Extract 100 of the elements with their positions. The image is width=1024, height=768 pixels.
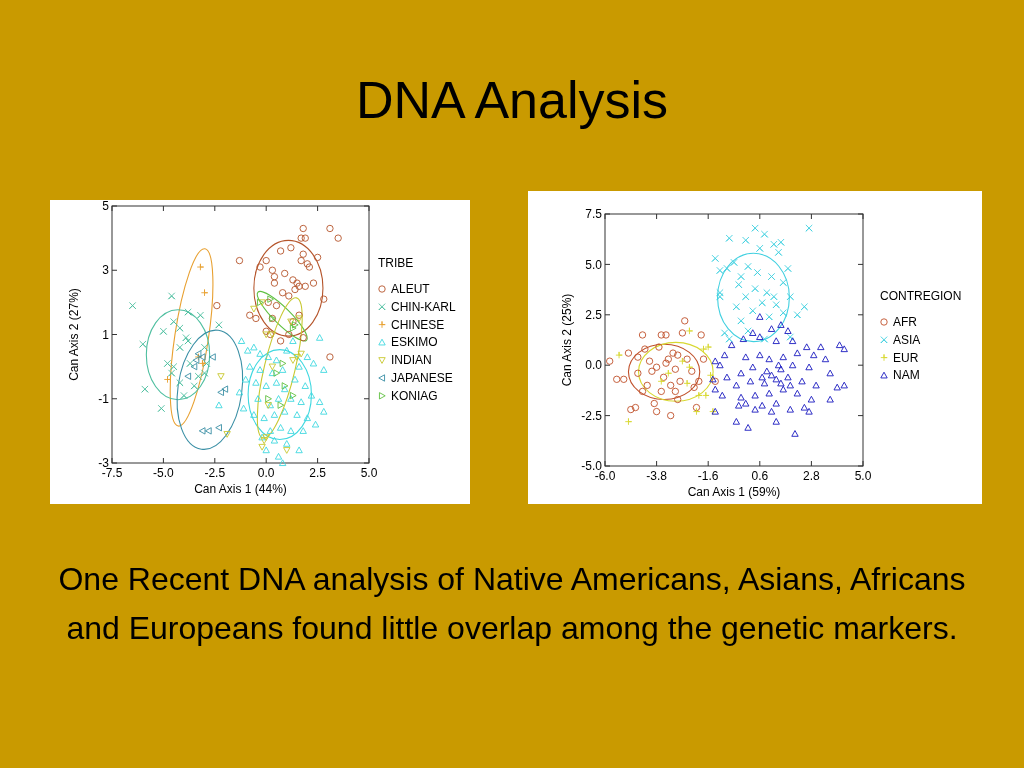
point xyxy=(320,295,328,303)
point xyxy=(742,293,750,301)
point xyxy=(316,398,324,405)
point xyxy=(767,272,776,281)
point xyxy=(685,363,694,371)
point xyxy=(606,357,614,365)
point xyxy=(763,288,771,297)
point xyxy=(289,391,297,400)
point xyxy=(291,285,299,294)
point xyxy=(615,351,623,359)
point xyxy=(295,446,303,454)
point xyxy=(720,329,729,337)
point xyxy=(657,387,665,396)
point xyxy=(674,351,682,359)
point xyxy=(157,404,165,413)
point xyxy=(624,349,633,357)
x-tick-label: 2.8 xyxy=(803,469,821,483)
point xyxy=(638,387,647,396)
point xyxy=(256,366,264,373)
point xyxy=(699,345,708,353)
legend-label: JAPANESE xyxy=(391,371,453,385)
point xyxy=(289,276,297,284)
point xyxy=(725,335,733,343)
y-tick-label: 1 xyxy=(102,327,110,342)
point xyxy=(262,434,270,441)
point xyxy=(756,244,764,252)
x-axis-title: Can Axis 1 (59%) xyxy=(687,485,781,499)
point xyxy=(676,377,684,385)
point xyxy=(270,279,279,287)
point xyxy=(716,288,724,297)
point xyxy=(295,315,303,323)
point xyxy=(695,391,703,400)
point xyxy=(262,331,270,339)
point xyxy=(662,331,670,339)
point xyxy=(293,353,301,361)
legend-label: ESKIMO xyxy=(391,335,438,350)
point xyxy=(779,278,787,287)
point xyxy=(737,272,745,281)
point xyxy=(730,258,738,267)
point xyxy=(182,334,190,342)
point xyxy=(702,391,710,400)
point xyxy=(659,373,668,381)
point xyxy=(295,362,303,370)
point xyxy=(664,355,672,363)
point xyxy=(272,379,281,386)
point xyxy=(202,359,211,368)
legend-label: EUR xyxy=(893,350,919,365)
point xyxy=(287,244,295,252)
point xyxy=(200,343,209,351)
point xyxy=(627,405,635,414)
point xyxy=(291,375,299,383)
point xyxy=(270,411,279,418)
y-tick-label: -1 xyxy=(98,391,110,406)
point xyxy=(643,381,651,390)
point xyxy=(742,236,750,244)
point xyxy=(751,284,759,293)
point xyxy=(289,324,297,332)
point xyxy=(699,355,708,363)
x-tick-label: 5.0 xyxy=(360,466,378,480)
x-tick-label: -6.0 xyxy=(594,469,616,483)
point xyxy=(297,350,305,358)
point xyxy=(690,383,698,392)
point xyxy=(237,337,246,344)
point xyxy=(784,264,792,273)
point xyxy=(683,379,691,387)
point xyxy=(204,427,212,435)
point xyxy=(285,330,293,339)
point xyxy=(262,327,270,335)
point xyxy=(194,372,202,380)
x-tick-label: -3.8 xyxy=(646,469,668,483)
point xyxy=(287,427,295,434)
point xyxy=(176,343,184,351)
point xyxy=(276,247,285,255)
point xyxy=(334,234,342,242)
x-tick-label: 2.5 xyxy=(309,466,327,480)
legend-label: CHINESE xyxy=(391,317,445,332)
point xyxy=(262,382,270,389)
point xyxy=(246,311,254,319)
point xyxy=(301,234,309,242)
x-tick-label: -2.5 xyxy=(204,466,226,480)
point xyxy=(256,263,264,271)
point xyxy=(664,369,672,377)
point xyxy=(196,311,205,319)
point xyxy=(634,353,642,361)
point xyxy=(751,224,759,232)
point xyxy=(297,234,305,242)
point xyxy=(638,331,647,339)
point xyxy=(176,379,184,387)
point xyxy=(272,301,281,310)
point xyxy=(303,414,311,422)
y-tick-label: 5.0 xyxy=(585,257,603,272)
point xyxy=(274,395,283,402)
point xyxy=(285,292,293,300)
point xyxy=(287,395,295,402)
point xyxy=(800,303,809,311)
point xyxy=(305,263,314,271)
y-tick-label: -2.5 xyxy=(581,408,603,423)
point xyxy=(301,282,309,290)
point xyxy=(326,224,334,233)
y-axis-title: Can Axis 2 (25%) xyxy=(560,293,574,387)
